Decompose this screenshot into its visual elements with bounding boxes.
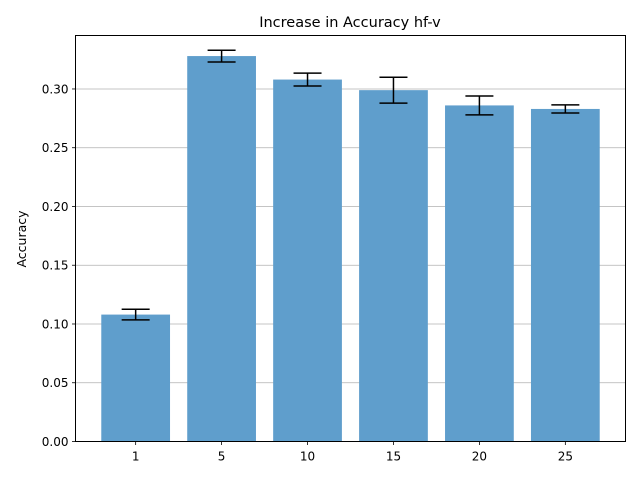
bar bbox=[359, 90, 428, 442]
y-tick-label: 0.10 bbox=[42, 317, 69, 331]
y-tick-label: 0.30 bbox=[42, 82, 69, 96]
bar bbox=[445, 105, 514, 442]
y-axis-label: Accuracy bbox=[14, 210, 29, 268]
bar bbox=[273, 79, 342, 442]
y-axis-ticks: 0.00 0.05 0.10 0.15 0.20 0.25 0.30 bbox=[42, 82, 76, 449]
x-tick-label: 25 bbox=[558, 450, 573, 464]
y-tick-label: 0.15 bbox=[42, 259, 69, 273]
y-tick-label: 0.25 bbox=[42, 141, 69, 155]
y-tick-label: 0.20 bbox=[42, 200, 69, 214]
y-tick-label: 0.05 bbox=[42, 376, 69, 390]
plot-frame bbox=[75, 35, 626, 442]
x-tick-label: 10 bbox=[300, 450, 315, 464]
x-tick-label: 1 bbox=[132, 450, 140, 464]
error-bars bbox=[121, 49, 580, 321]
bars bbox=[101, 56, 600, 442]
x-tick-label: 5 bbox=[218, 450, 226, 464]
bar bbox=[187, 56, 256, 442]
x-axis-ticks: 1 5 10 15 20 25 bbox=[132, 441, 573, 464]
chart-title: Increase in Accuracy hf-v bbox=[259, 15, 441, 31]
x-tick-label: 20 bbox=[472, 450, 487, 464]
y-tick-label: 0.00 bbox=[42, 435, 69, 449]
bar bbox=[101, 314, 171, 442]
bar bbox=[530, 108, 600, 442]
x-tick-label: 15 bbox=[386, 450, 401, 464]
